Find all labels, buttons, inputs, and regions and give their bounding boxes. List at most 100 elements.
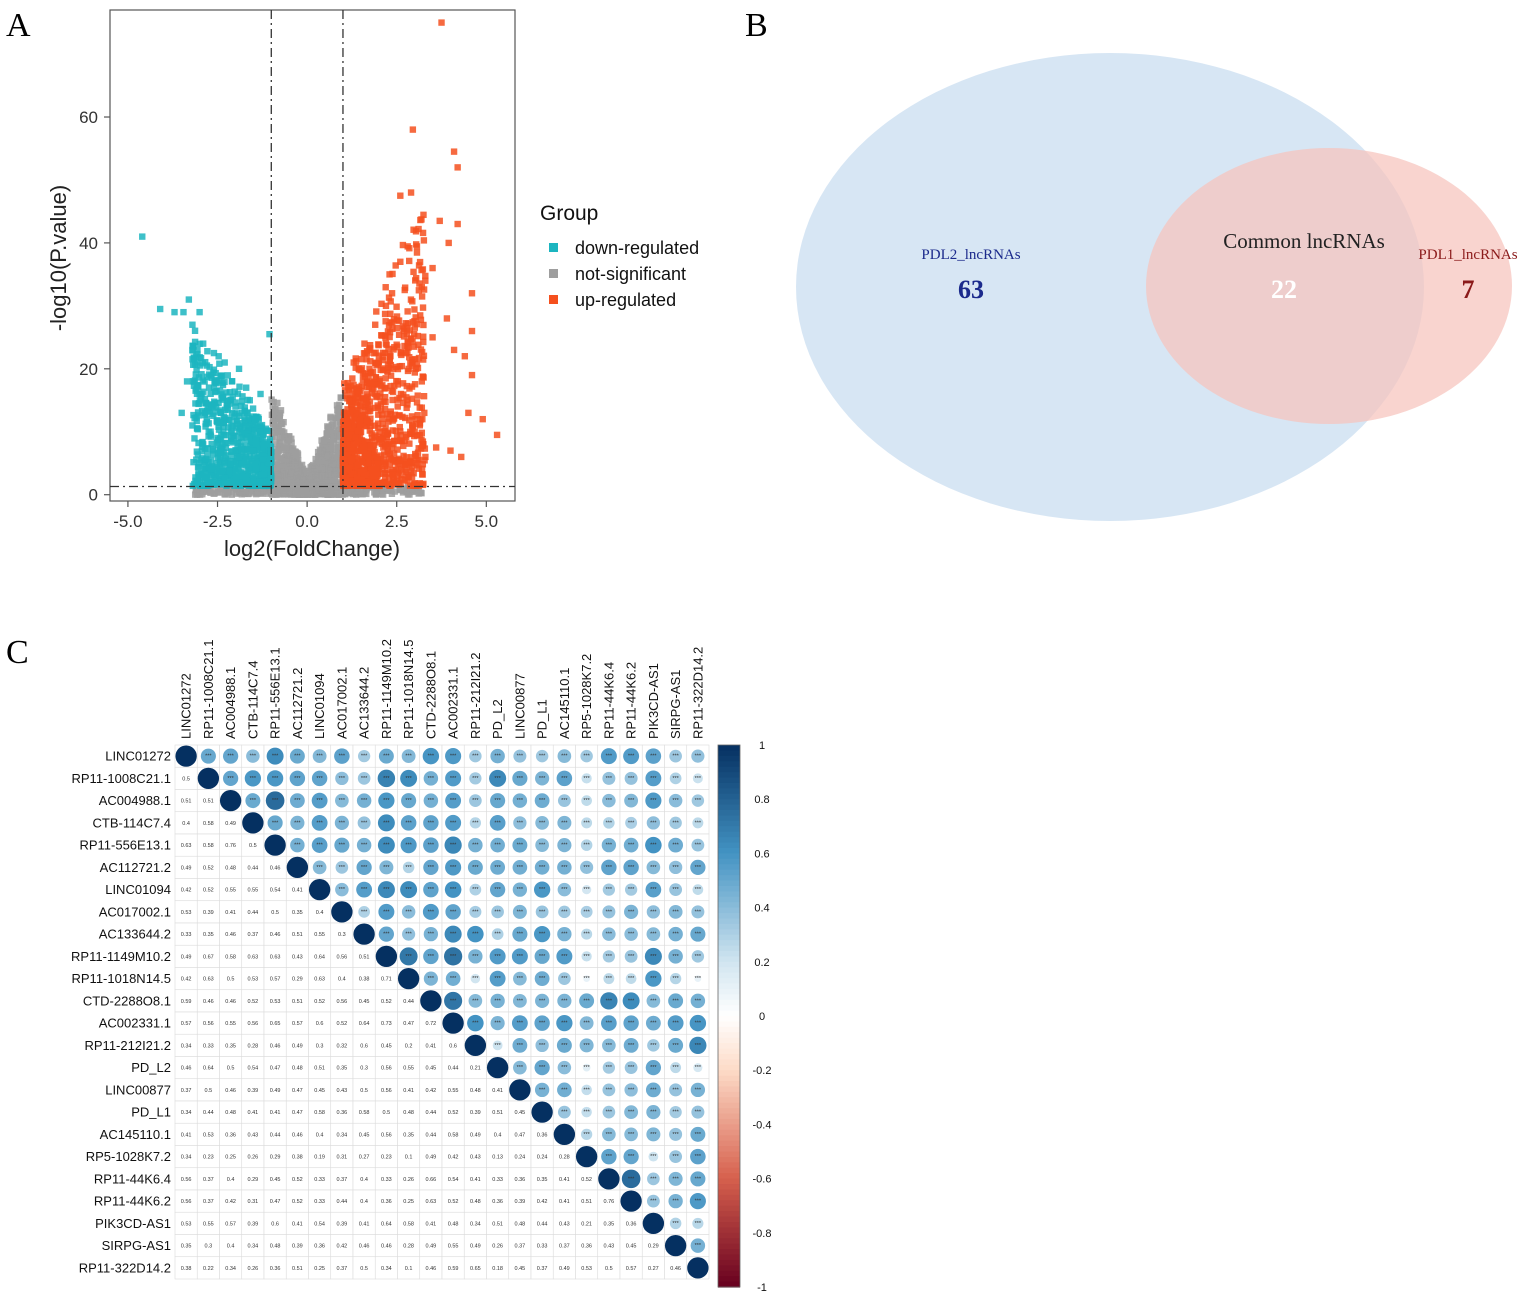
corr-value-label: 0.28 bbox=[559, 1155, 570, 1161]
corr-circle bbox=[691, 749, 705, 763]
corr-circle bbox=[557, 860, 572, 875]
corr-value-label: 0.56 bbox=[337, 999, 348, 1005]
point-down-regulated bbox=[213, 470, 220, 478]
corr-circle bbox=[623, 837, 639, 853]
corr-circle bbox=[534, 1015, 550, 1031]
corr-value-label: 0.5 bbox=[271, 910, 279, 916]
corr-significance-mark: *** bbox=[606, 798, 613, 804]
point-not-significant bbox=[336, 453, 343, 461]
corr-circle bbox=[379, 860, 394, 875]
colorbar-segment bbox=[718, 896, 740, 903]
point-not-significant bbox=[272, 441, 279, 448]
corr-value-label: 0.31 bbox=[248, 1199, 259, 1205]
corr-value-label: 0.42 bbox=[181, 888, 192, 894]
point-up-regulated bbox=[366, 346, 373, 354]
corr-circle bbox=[668, 1037, 684, 1053]
corr-significance-mark: *** bbox=[695, 798, 702, 804]
colorbar-segment bbox=[718, 1232, 740, 1239]
point-not-significant bbox=[283, 476, 291, 484]
legend-label-not-significant: not-significant bbox=[575, 264, 686, 284]
colorbar-segment bbox=[718, 1205, 740, 1212]
point-up-regulated bbox=[350, 441, 358, 448]
point-up-regulated bbox=[372, 374, 379, 382]
point-up-regulated bbox=[381, 478, 389, 486]
corr-significance-mark: *** bbox=[339, 820, 346, 826]
point-up-regulated bbox=[389, 365, 397, 373]
point-not-significant bbox=[286, 486, 293, 493]
corr-circle bbox=[400, 881, 418, 899]
point-up-regulated bbox=[380, 451, 388, 458]
corr-significance-mark: *** bbox=[472, 998, 479, 1004]
volcano-plot-frame bbox=[109, 9, 516, 502]
point-not-significant bbox=[292, 490, 300, 498]
point-not-significant bbox=[363, 490, 370, 498]
volcano-y-axis-label: -log10(P.value) bbox=[46, 185, 71, 331]
point-up-regulated bbox=[393, 433, 401, 440]
corr-value-label: 0.46 bbox=[270, 1043, 281, 1049]
corr-circle bbox=[645, 1082, 661, 1098]
corr-circle bbox=[244, 770, 262, 787]
corr-value-label: 0.23 bbox=[203, 1155, 214, 1161]
corr-value-label: 0.38 bbox=[292, 1155, 303, 1161]
corr-significance-mark: *** bbox=[494, 1043, 501, 1049]
point-up-regulated bbox=[413, 399, 421, 406]
point-down-regulated bbox=[196, 340, 203, 348]
corr-circle bbox=[645, 881, 662, 898]
point-down-regulated bbox=[210, 349, 218, 357]
corr-circle bbox=[423, 771, 439, 786]
y-tick-label: 60 bbox=[79, 108, 98, 127]
corr-significance-mark: *** bbox=[539, 932, 546, 938]
corr-circle bbox=[691, 838, 705, 852]
venn-label-pdl1: PDL1_lncRNAs bbox=[1418, 247, 1517, 263]
corr-significance-mark: *** bbox=[583, 954, 590, 960]
corr-significance-mark: *** bbox=[250, 798, 257, 804]
corr-circle bbox=[645, 1059, 662, 1076]
corr-significance-mark: *** bbox=[628, 954, 635, 960]
corr-circle bbox=[668, 949, 683, 964]
point-up-regulated bbox=[391, 437, 398, 445]
corr-value-label: 0.42 bbox=[225, 1199, 236, 1205]
point-down-regulated bbox=[156, 305, 164, 313]
point-down-regulated bbox=[242, 422, 250, 429]
colorbar-segment bbox=[718, 1156, 740, 1163]
point-not-significant bbox=[304, 480, 311, 487]
corr-significance-mark: *** bbox=[628, 932, 635, 938]
volcano-legend-title: Group bbox=[540, 202, 598, 225]
corr-significance-mark: *** bbox=[695, 843, 702, 849]
point-up-regulated bbox=[360, 396, 367, 403]
corr-circle bbox=[558, 905, 571, 919]
point-down-regulated bbox=[194, 463, 202, 471]
corr-value-label: 0.1 bbox=[405, 1155, 413, 1161]
point-up-regulated bbox=[352, 434, 359, 441]
corr-row-label: RP11-556E13.1 bbox=[79, 838, 171, 853]
corr-value-label: 0.4 bbox=[360, 1177, 368, 1183]
corr-value-label: 0.35 bbox=[337, 1066, 348, 1072]
point-up-regulated bbox=[364, 418, 371, 425]
point-up-regulated bbox=[407, 189, 415, 196]
venn-count-pdl2: 63 bbox=[958, 275, 984, 304]
corr-significance-mark: *** bbox=[695, 1199, 702, 1205]
corr-significance-mark: *** bbox=[695, 1243, 702, 1249]
corr-value-label: 0.53 bbox=[203, 1132, 214, 1138]
corr-significance-mark: *** bbox=[695, 776, 702, 782]
point-up-regulated bbox=[358, 458, 366, 465]
point-down-regulated bbox=[226, 389, 234, 396]
point-up-regulated bbox=[395, 468, 402, 475]
point-up-regulated bbox=[382, 398, 389, 406]
point-up-regulated bbox=[339, 472, 347, 479]
point-up-regulated bbox=[411, 324, 419, 331]
corr-circle bbox=[601, 837, 617, 853]
corr-value-label: 0.44 bbox=[248, 865, 259, 871]
corr-significance-mark: *** bbox=[361, 754, 368, 760]
point-not-significant bbox=[292, 456, 299, 463]
corr-significance-mark: *** bbox=[672, 998, 679, 1004]
colorbar-segment bbox=[718, 1173, 740, 1180]
point-up-regulated bbox=[383, 466, 391, 473]
corr-value-label: 0.58 bbox=[314, 1110, 325, 1116]
point-down-regulated bbox=[258, 421, 266, 429]
corr-value-label: 0.53 bbox=[181, 910, 192, 916]
corr-circle bbox=[690, 1148, 706, 1165]
corr-value-label: 0.34 bbox=[181, 1155, 192, 1161]
corr-circle bbox=[534, 793, 550, 809]
point-not-significant bbox=[320, 436, 328, 444]
